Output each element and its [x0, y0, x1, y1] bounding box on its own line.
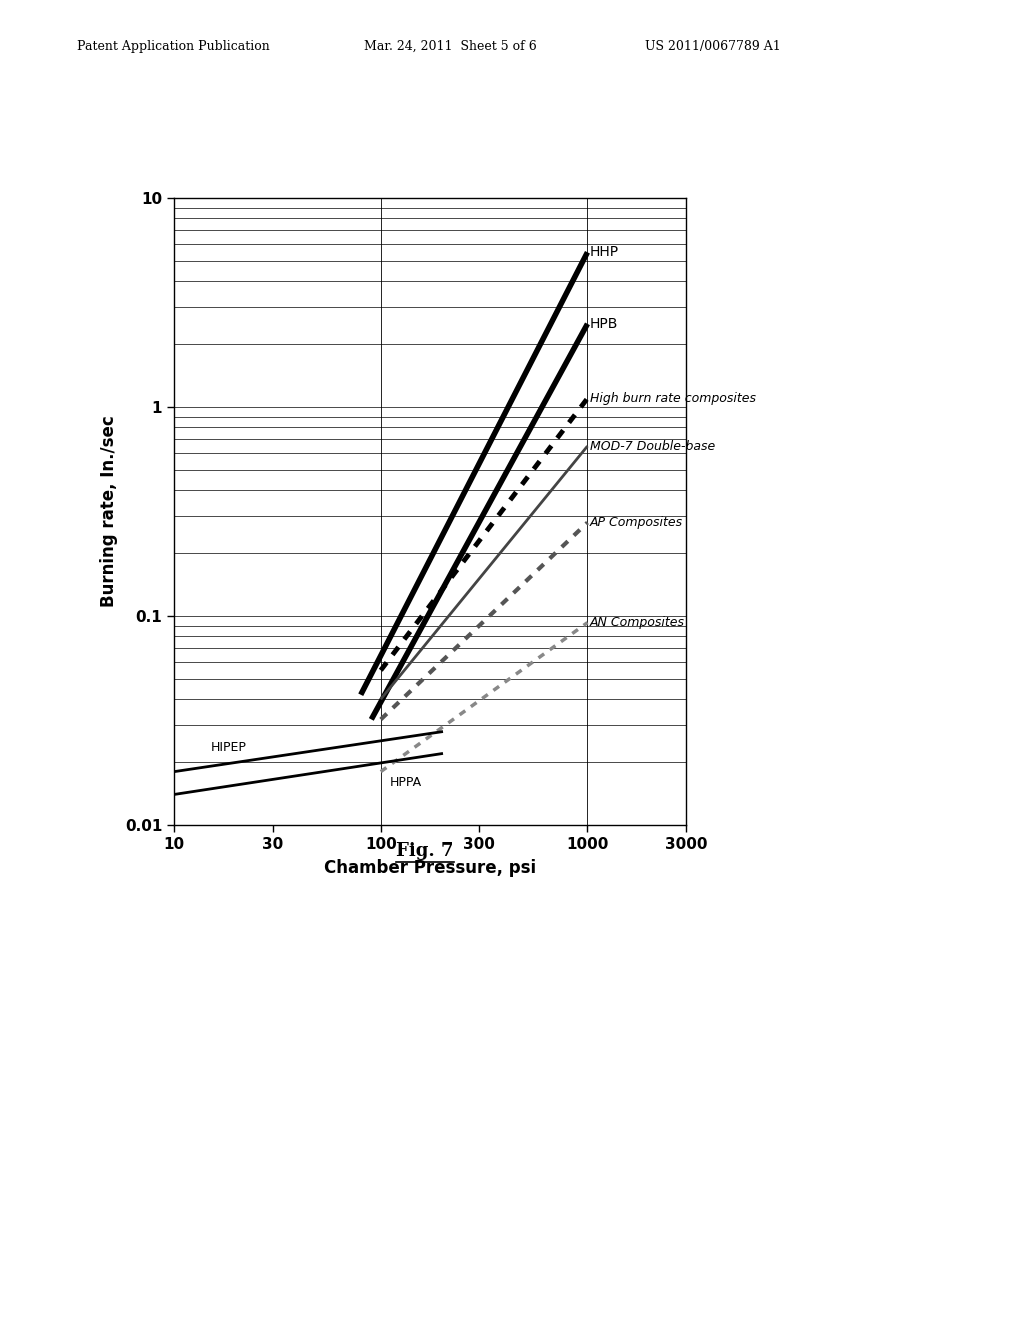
Text: HPB: HPB — [590, 317, 618, 331]
Text: Fig. 7: Fig. 7 — [396, 842, 454, 861]
Text: AN Composites: AN Composites — [590, 616, 685, 630]
X-axis label: Chamber Pressure, psi: Chamber Pressure, psi — [324, 859, 537, 876]
Text: HIPEP: HIPEP — [211, 741, 247, 754]
Y-axis label: Burning rate, In./sec: Burning rate, In./sec — [100, 416, 118, 607]
Text: AP Composites: AP Composites — [590, 516, 683, 529]
Text: High burn rate composites: High burn rate composites — [590, 392, 756, 405]
Text: MOD-7 Double-base: MOD-7 Double-base — [590, 440, 716, 453]
Text: HPPA: HPPA — [389, 776, 422, 789]
Text: Patent Application Publication: Patent Application Publication — [77, 40, 269, 53]
Text: HHP: HHP — [590, 246, 620, 259]
Text: Mar. 24, 2011  Sheet 5 of 6: Mar. 24, 2011 Sheet 5 of 6 — [364, 40, 537, 53]
Text: US 2011/0067789 A1: US 2011/0067789 A1 — [645, 40, 781, 53]
